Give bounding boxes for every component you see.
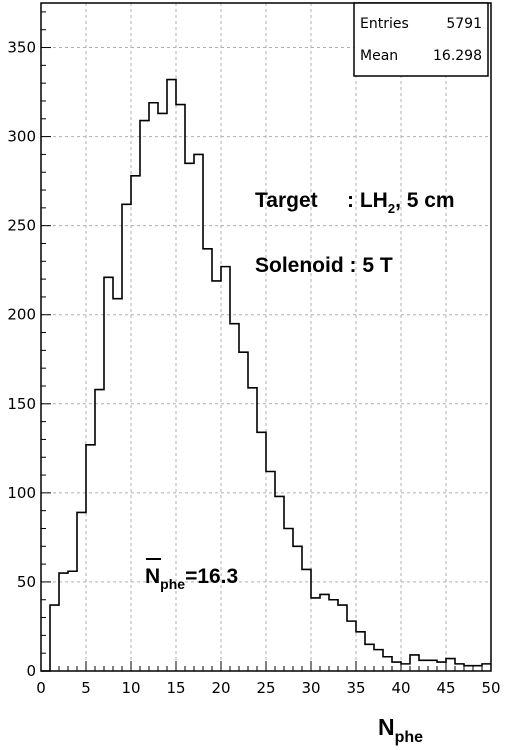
y-tick-label: 100 — [7, 484, 36, 502]
stats-box: Entries 5791 Mean 16.298 — [353, 2, 489, 77]
mean-value: 16.298 — [433, 48, 482, 64]
mean-annotation: Nphe=16.3 — [145, 558, 238, 592]
solenoid-annotation: Solenoid : 5 T — [255, 254, 393, 277]
tick-labels: 0 5 10 15 20 25 30 35 40 45 50 0 50 100 150 200 250 300 35… — [7, 39, 500, 697]
histogram-series — [41, 78, 491, 672]
x-tick-label: 20 — [211, 679, 230, 697]
mean-symbol: N — [145, 565, 160, 588]
y-tick-label: 0 — [26, 662, 36, 680]
mean-symbol-subscript: phe — [160, 576, 185, 592]
x-tick-label: 5 — [81, 679, 91, 697]
x-tick-label: 30 — [301, 679, 320, 697]
plot-frame — [40, 2, 492, 672]
x-axis-title-main: N — [378, 714, 395, 740]
target-annotation: Target : LH2, 5 cm — [255, 189, 455, 216]
target-value-suffix: , 5 cm — [395, 189, 455, 212]
y-tick-label: 250 — [7, 217, 36, 235]
stats-box-border — [353, 2, 489, 77]
axis-ticks — [40, 11, 492, 672]
mean-label: Mean — [360, 48, 398, 64]
grid-lines — [41, 3, 491, 671]
x-tick-label: 0 — [36, 679, 46, 697]
x-tick-label: 10 — [121, 679, 140, 697]
x-tick-label: 45 — [436, 679, 455, 697]
y-tick-label: 50 — [17, 573, 36, 591]
target-value: : LH — [347, 189, 388, 212]
mean-value: =16.3 — [185, 565, 238, 588]
x-tick-label: 15 — [166, 679, 185, 697]
x-tick-label: 35 — [346, 679, 365, 697]
svg-text:Nphe=16.3: Nphe=16.3 — [145, 565, 238, 592]
entries-label: Entries — [360, 16, 409, 32]
y-tick-label: 200 — [7, 306, 36, 324]
x-tick-label: 40 — [391, 679, 410, 697]
entries-value: 5791 — [446, 16, 482, 32]
y-tick-label: 300 — [7, 128, 36, 146]
target-subscript: 2 — [388, 201, 395, 216]
target-label: Target — [255, 189, 318, 212]
x-tick-label: 25 — [256, 679, 275, 697]
x-axis-title: Nphe — [378, 714, 423, 746]
x-axis-title-subscript: phe — [395, 729, 424, 746]
y-tick-label: 150 — [7, 395, 36, 413]
y-tick-label: 350 — [7, 39, 36, 57]
x-tick-label: 50 — [481, 679, 500, 697]
